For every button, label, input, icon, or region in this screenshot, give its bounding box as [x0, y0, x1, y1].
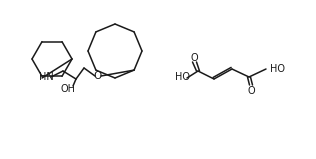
Text: OH: OH — [60, 84, 76, 94]
Text: O: O — [190, 53, 198, 63]
Text: O: O — [94, 71, 102, 81]
Text: HN: HN — [39, 72, 53, 82]
Text: HO: HO — [174, 72, 190, 82]
Text: O: O — [247, 86, 255, 96]
Text: HO: HO — [270, 64, 285, 74]
